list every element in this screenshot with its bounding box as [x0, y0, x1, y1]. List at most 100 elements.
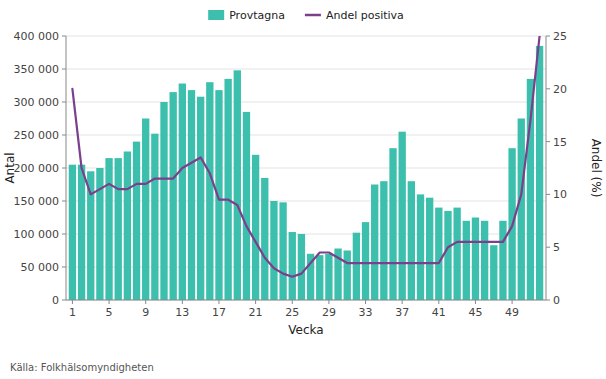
line: [72, 36, 539, 277]
legend-item: Andel positiva: [305, 9, 404, 22]
grid-line: [66, 69, 546, 70]
x-tick: [72, 300, 73, 304]
y-tick-label: 350 000: [14, 63, 60, 76]
y-tick: [62, 300, 66, 301]
x-axis-line: [66, 300, 546, 301]
y2-tick-label: 10: [553, 188, 567, 201]
x-tick: [328, 300, 329, 304]
x-tick: [438, 300, 439, 304]
bar: [124, 152, 131, 301]
x-tick: [218, 300, 219, 304]
y-tick-label: 200 000: [14, 162, 60, 175]
bar: [490, 245, 497, 300]
bar: [197, 97, 204, 300]
x-tick: [292, 300, 293, 304]
y2-tick-label: 0: [553, 294, 560, 307]
x-tick-label: 45: [468, 306, 482, 319]
bar: [453, 208, 460, 300]
legend-label: Andel positiva: [326, 9, 404, 22]
grid-line: [66, 135, 546, 136]
x-tick: [182, 300, 183, 304]
bar: [133, 142, 140, 300]
x-axis-title: Vecka: [288, 323, 323, 337]
y-tick-label: 50 000: [21, 261, 60, 274]
x-tick-label: 33: [359, 306, 373, 319]
bar: [362, 222, 369, 300]
bar: [408, 181, 415, 300]
bar: [371, 185, 378, 301]
x-tick: [145, 300, 146, 304]
x-tick-label: 9: [142, 306, 149, 319]
bar: [160, 102, 167, 300]
bar: [142, 119, 149, 301]
bar: [435, 208, 442, 300]
y2-tick-label: 20: [553, 83, 567, 96]
grid: [66, 36, 546, 300]
bar: [188, 90, 195, 300]
bar: [105, 158, 112, 300]
y2-tick: [546, 300, 550, 301]
legend-label: Provtagna: [229, 9, 285, 22]
bar: [261, 178, 268, 300]
axes: 15913172125293337414549050 000100 000150…: [14, 30, 568, 319]
y2-tick: [546, 247, 550, 248]
x-tick-label: 5: [106, 306, 113, 319]
y-tick-label: 300 000: [14, 96, 60, 109]
bar: [224, 79, 231, 300]
x-tick: [475, 300, 476, 304]
x-tick-label: 1: [69, 306, 76, 319]
bar: [78, 165, 85, 300]
bar: [472, 218, 479, 301]
y2-axis-title: Andel (%): [589, 139, 603, 198]
source-note: Källa: Folkhälsomyndigheten: [10, 362, 154, 373]
x-tick-label: 37: [395, 306, 409, 319]
bar: [518, 119, 525, 301]
y2-tick-label: 15: [553, 136, 567, 149]
bar: [279, 202, 286, 300]
y-tick: [62, 36, 66, 37]
bar-series: [69, 46, 544, 300]
y-tick: [62, 135, 66, 136]
y-tick: [62, 201, 66, 202]
y2-tick: [546, 141, 550, 142]
y-tick-label: 100 000: [14, 228, 60, 241]
x-tick-label: 17: [212, 306, 226, 319]
bar: [270, 201, 277, 300]
bar: [289, 232, 296, 300]
y-tick-label: 0: [52, 294, 59, 307]
legend-item: Provtagna: [208, 9, 285, 22]
bar: [252, 155, 259, 300]
grid-line: [66, 102, 546, 103]
bar: [444, 211, 451, 300]
chart: 15913172125293337414549050 000100 000150…: [0, 0, 606, 379]
y2-tick: [546, 194, 550, 195]
bar: [151, 134, 158, 300]
y2-tick-label: 25: [553, 30, 567, 43]
y-tick: [62, 69, 66, 70]
bar: [426, 198, 433, 300]
bar: [389, 148, 396, 300]
x-tick-label: 25: [285, 306, 299, 319]
x-tick: [512, 300, 513, 304]
bar: [417, 194, 424, 300]
bar: [380, 181, 387, 300]
x-tick: [365, 300, 366, 304]
bar: [536, 46, 543, 300]
y-tick-label: 250 000: [14, 129, 60, 142]
y2-tick: [546, 88, 550, 89]
bar: [316, 255, 323, 300]
x-tick: [109, 300, 110, 304]
grid-line: [66, 36, 546, 37]
x-tick-label: 41: [432, 306, 446, 319]
y-tick: [62, 267, 66, 268]
bar: [463, 221, 470, 300]
y-tick-label: 400 000: [14, 30, 60, 43]
y-tick: [62, 102, 66, 103]
legend: Provtagna Andel positiva: [208, 9, 404, 22]
y-tick-label: 150 000: [14, 195, 60, 208]
x-tick-label: 21: [249, 306, 263, 319]
legend-swatch: [305, 14, 321, 17]
bar: [298, 234, 305, 300]
x-tick-label: 49: [505, 306, 519, 319]
x-tick: [255, 300, 256, 304]
